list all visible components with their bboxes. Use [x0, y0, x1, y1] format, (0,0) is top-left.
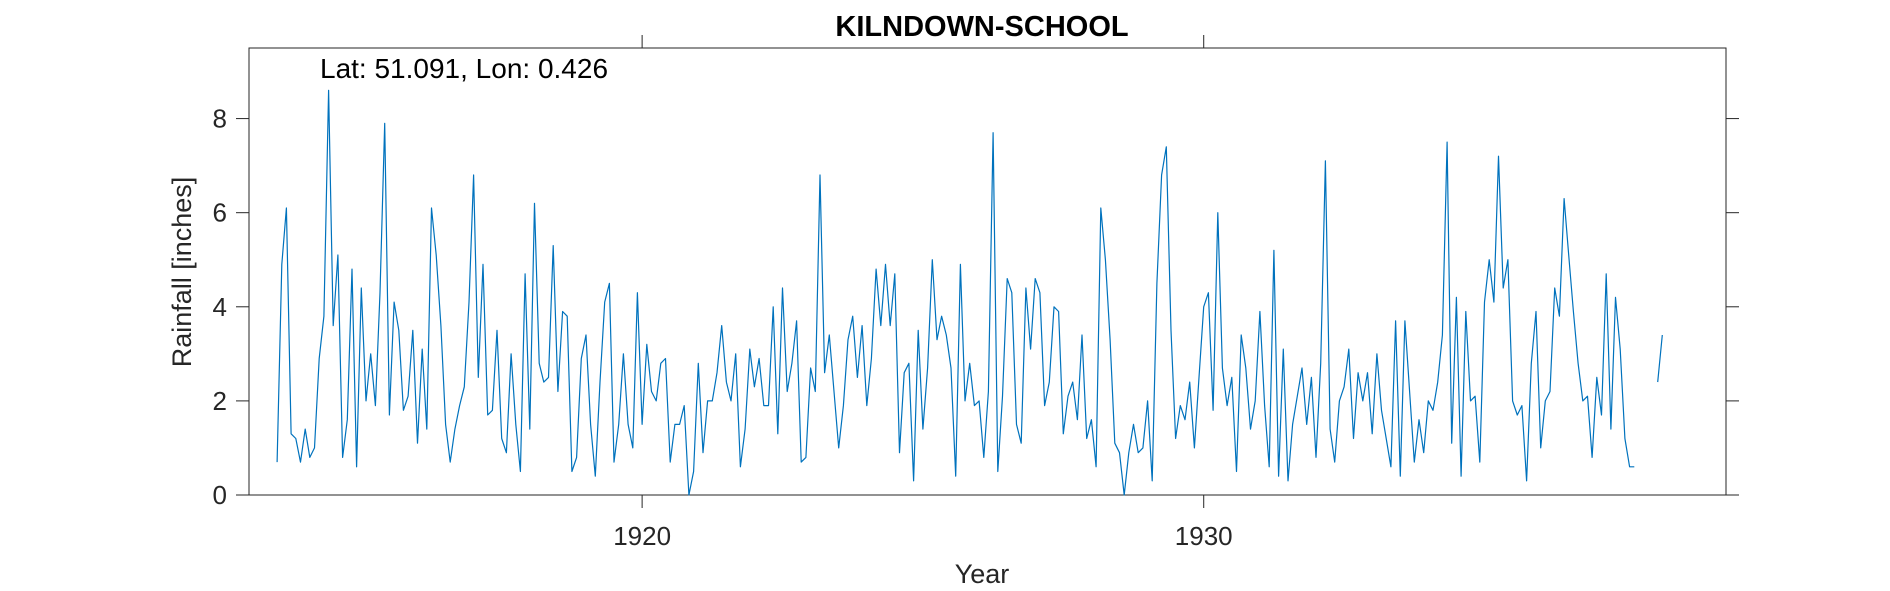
x-tick-label: 1920: [613, 521, 671, 551]
y-axis-label: Rainfall [inches]: [167, 177, 197, 368]
axis-ticks: [236, 35, 1739, 508]
x-tick-label: 1930: [1175, 521, 1233, 551]
location-annotation: Lat: 51.091, Lon: 0.426: [320, 53, 608, 84]
plot-area: [248, 47, 1727, 496]
y-tick-label: 8: [213, 104, 227, 134]
y-tick-label: 2: [213, 386, 227, 416]
y-tick-label: 4: [213, 292, 227, 322]
y-tick-label: 0: [213, 480, 227, 510]
x-axis-label: Year: [955, 559, 1010, 589]
tick-labels: 0 2 4 6 8 1920 1930: [213, 104, 1233, 551]
y-tick-label: 6: [213, 198, 227, 228]
rainfall-series-line: [276, 89, 1663, 496]
chart-title: KILNDOWN-SCHOOL: [835, 11, 1128, 43]
